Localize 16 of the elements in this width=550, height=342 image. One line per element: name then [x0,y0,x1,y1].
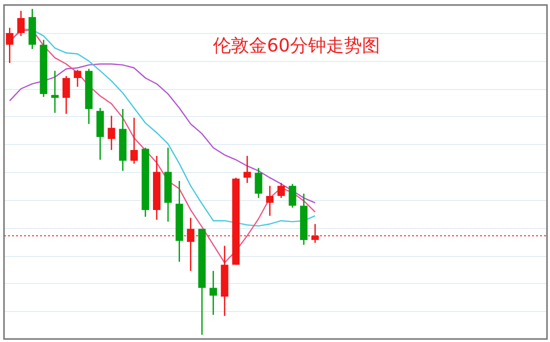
text: 伦敦金60分钟走势图 [213,36,380,57]
candlestick [254,167,262,199]
candlestick [130,117,138,164]
candlestick [51,70,59,114]
candlestick [243,155,251,184]
candlestick [277,182,285,199]
candlestick [17,10,25,37]
candlestick [210,270,218,316]
candlestick [62,75,70,114]
candlestick [108,115,116,151]
candlestick [186,217,194,272]
candlestick [288,183,296,208]
candlestick [266,185,274,216]
candlestick [6,27,14,64]
candlestick [74,69,82,88]
candlestick [311,223,319,244]
